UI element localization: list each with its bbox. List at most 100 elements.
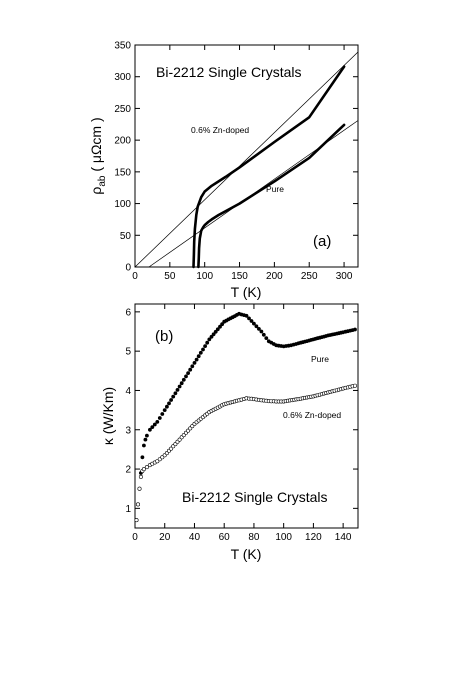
panel-b-series-pure [134, 311, 357, 522]
panel-b-point-zn-doped [141, 467, 146, 472]
panel-b-thermal-conductivity: 0 20 40 60 80 100 120 140 1 2 3 4 5 6 (b) Pure 0.6% … [100, 303, 359, 562]
panel-b-point-pure [244, 313, 249, 318]
panel-a-y-tick-label: 350 [114, 41, 131, 52]
panel-b-point-pure [181, 377, 186, 382]
panel-b-x-tick-label: 80 [248, 532, 260, 543]
panel-a-y-tick-label: 200 [114, 136, 131, 147]
panel-b-point-zn-doped [138, 474, 143, 479]
panel-b-point-pure [220, 322, 225, 327]
panel-b-y-tick-label: 3 [125, 425, 131, 436]
panel-a-x-tick-label: 300 [336, 271, 353, 282]
panel-a-series [192, 65, 346, 269]
panel-b-point-zn-doped [144, 465, 149, 470]
panel-a-y-axis-symbol: ρ [88, 187, 104, 195]
panel-b-point-zn-doped [155, 459, 160, 464]
panel-b-point-pure [171, 394, 176, 399]
panel-b-point-pure [353, 327, 357, 332]
panel-a-curve-pure [197, 123, 346, 269]
panel-a-y-axis-unit: ( μΩcm ) [88, 117, 104, 171]
panel-a-title: Bi-2212 Single Crystals [156, 64, 302, 80]
panel-b-point-pure [205, 340, 210, 345]
panel-b-y-axis-title: κ (W/Km) [100, 387, 116, 445]
panel-a-x-tick-label: 150 [231, 271, 248, 282]
panel-b-point-pure [264, 336, 269, 340]
panel-a-tag: (a) [313, 233, 331, 250]
panel-b-y-tick-label: 2 [125, 465, 131, 476]
panel-a-y-tick-label: 300 [114, 72, 131, 83]
panel-b-point-pure [152, 422, 157, 427]
panel-b-point-pure [162, 408, 167, 412]
panel-b-point-pure [150, 425, 155, 429]
panel-b-point-pure [186, 371, 191, 375]
panel-b-point-pure [213, 329, 218, 334]
panel-b-point-pure [196, 354, 201, 359]
panel-b-point-pure [175, 388, 180, 392]
panel-b-series-label-pure: Pure [311, 354, 329, 364]
panel-b-x-ticks: 0 20 40 60 80 100 120 140 [132, 304, 352, 543]
panel-b-x-tick-label: 40 [189, 532, 201, 543]
panel-b-point-zn-doped [134, 518, 139, 523]
panel-b-point-zn-doped [137, 486, 142, 491]
panel-a-series-label-pure: Pure [266, 184, 284, 194]
panel-b-point-pure [198, 350, 203, 355]
panel-b-point-pure [252, 321, 256, 326]
panel-a-y-tick-label: 100 [114, 199, 131, 210]
panel-b-point-pure [184, 374, 188, 379]
panel-b-x-tick-label: 0 [132, 532, 138, 543]
panel-a-x-tick-label: 200 [266, 271, 283, 282]
panel-b-y-tick-label: 6 [125, 307, 131, 318]
panel-b-point-pure [140, 455, 145, 460]
panel-b-point-zn-doped [352, 383, 357, 388]
panel-b-point-zn-doped [136, 502, 141, 507]
panel-b-point-pure [257, 327, 261, 331]
panel-b-point-pure [167, 401, 171, 406]
panel-b-point-pure [218, 324, 222, 329]
panel-a-x-tick-label: 50 [164, 271, 176, 282]
panel-a-x-tick-label: 0 [132, 271, 138, 282]
panel-b-series-zn-doped [134, 383, 357, 523]
panel-b-point-pure [169, 398, 174, 402]
panel-b-point-pure [259, 329, 264, 334]
panel-b-point-pure [160, 412, 165, 416]
panel-b-point-pure [145, 433, 149, 438]
panel-b-point-pure [179, 381, 184, 386]
panel-b-point-pure [143, 437, 148, 442]
panel-a-frame [134, 44, 359, 268]
panel-a-y-axis-subscript: ab [97, 175, 108, 187]
panel-b-point-pure [211, 332, 216, 337]
panel-b-tag: (b) [155, 328, 173, 345]
panel-b-title: Bi-2212 Single Crystals [182, 489, 328, 505]
panel-b-point-pure [173, 391, 178, 396]
panel-a-resistivity: 0 50 100 150 200 250 300 0 50 100 150 200 250 300 350… [88, 41, 359, 300]
panel-a-y-ticks: 0 50 100 150 200 250 300 350 [114, 41, 358, 274]
panel-b-frame [134, 303, 359, 529]
panel-b-point-pure [190, 364, 195, 369]
panel-a-y-tick-label: 150 [114, 167, 131, 178]
panel-b-point-pure [215, 327, 220, 332]
panel-b-point-pure [203, 344, 208, 348]
panel-a-y-axis-title: ρab ( μΩcm ) [88, 117, 108, 194]
panel-a-fit-line-1 [134, 51, 359, 268]
panel-b-point-pure [209, 334, 214, 339]
panel-a-x-tick-label: 100 [196, 271, 213, 282]
panel-b-point-pure [177, 384, 182, 389]
panel-a-series-label-zn: 0.6% Zn-doped [191, 125, 249, 135]
panel-b-point-pure [249, 319, 254, 323]
panel-b-point-pure [254, 324, 259, 329]
panel-b-x-tick-label: 60 [219, 532, 231, 543]
panel-b-x-tick-label: 120 [305, 532, 322, 543]
panel-a-x-tick-label: 250 [301, 271, 318, 282]
panel-b-y-tick-label: 5 [125, 347, 131, 358]
svg-text:ρab ( μΩcm ): ρab ( μΩcm ) [88, 117, 108, 194]
panel-b-series-label-zn: 0.6% Zn-doped [283, 410, 341, 420]
panel-b-point-pure [188, 367, 193, 372]
panel-b-point-pure [207, 337, 212, 342]
panel-a-y-tick-label: 50 [120, 231, 132, 242]
panel-b-point-pure [142, 443, 146, 448]
panel-b-x-axis-title: T (K) [231, 546, 262, 562]
panel-a-y-tick-label: 0 [125, 263, 131, 274]
panel-b-x-tick-label: 140 [335, 532, 352, 543]
panel-a-x-ticks: 0 50 100 150 200 250 300 [132, 45, 353, 282]
panel-b-point-pure [148, 427, 152, 432]
